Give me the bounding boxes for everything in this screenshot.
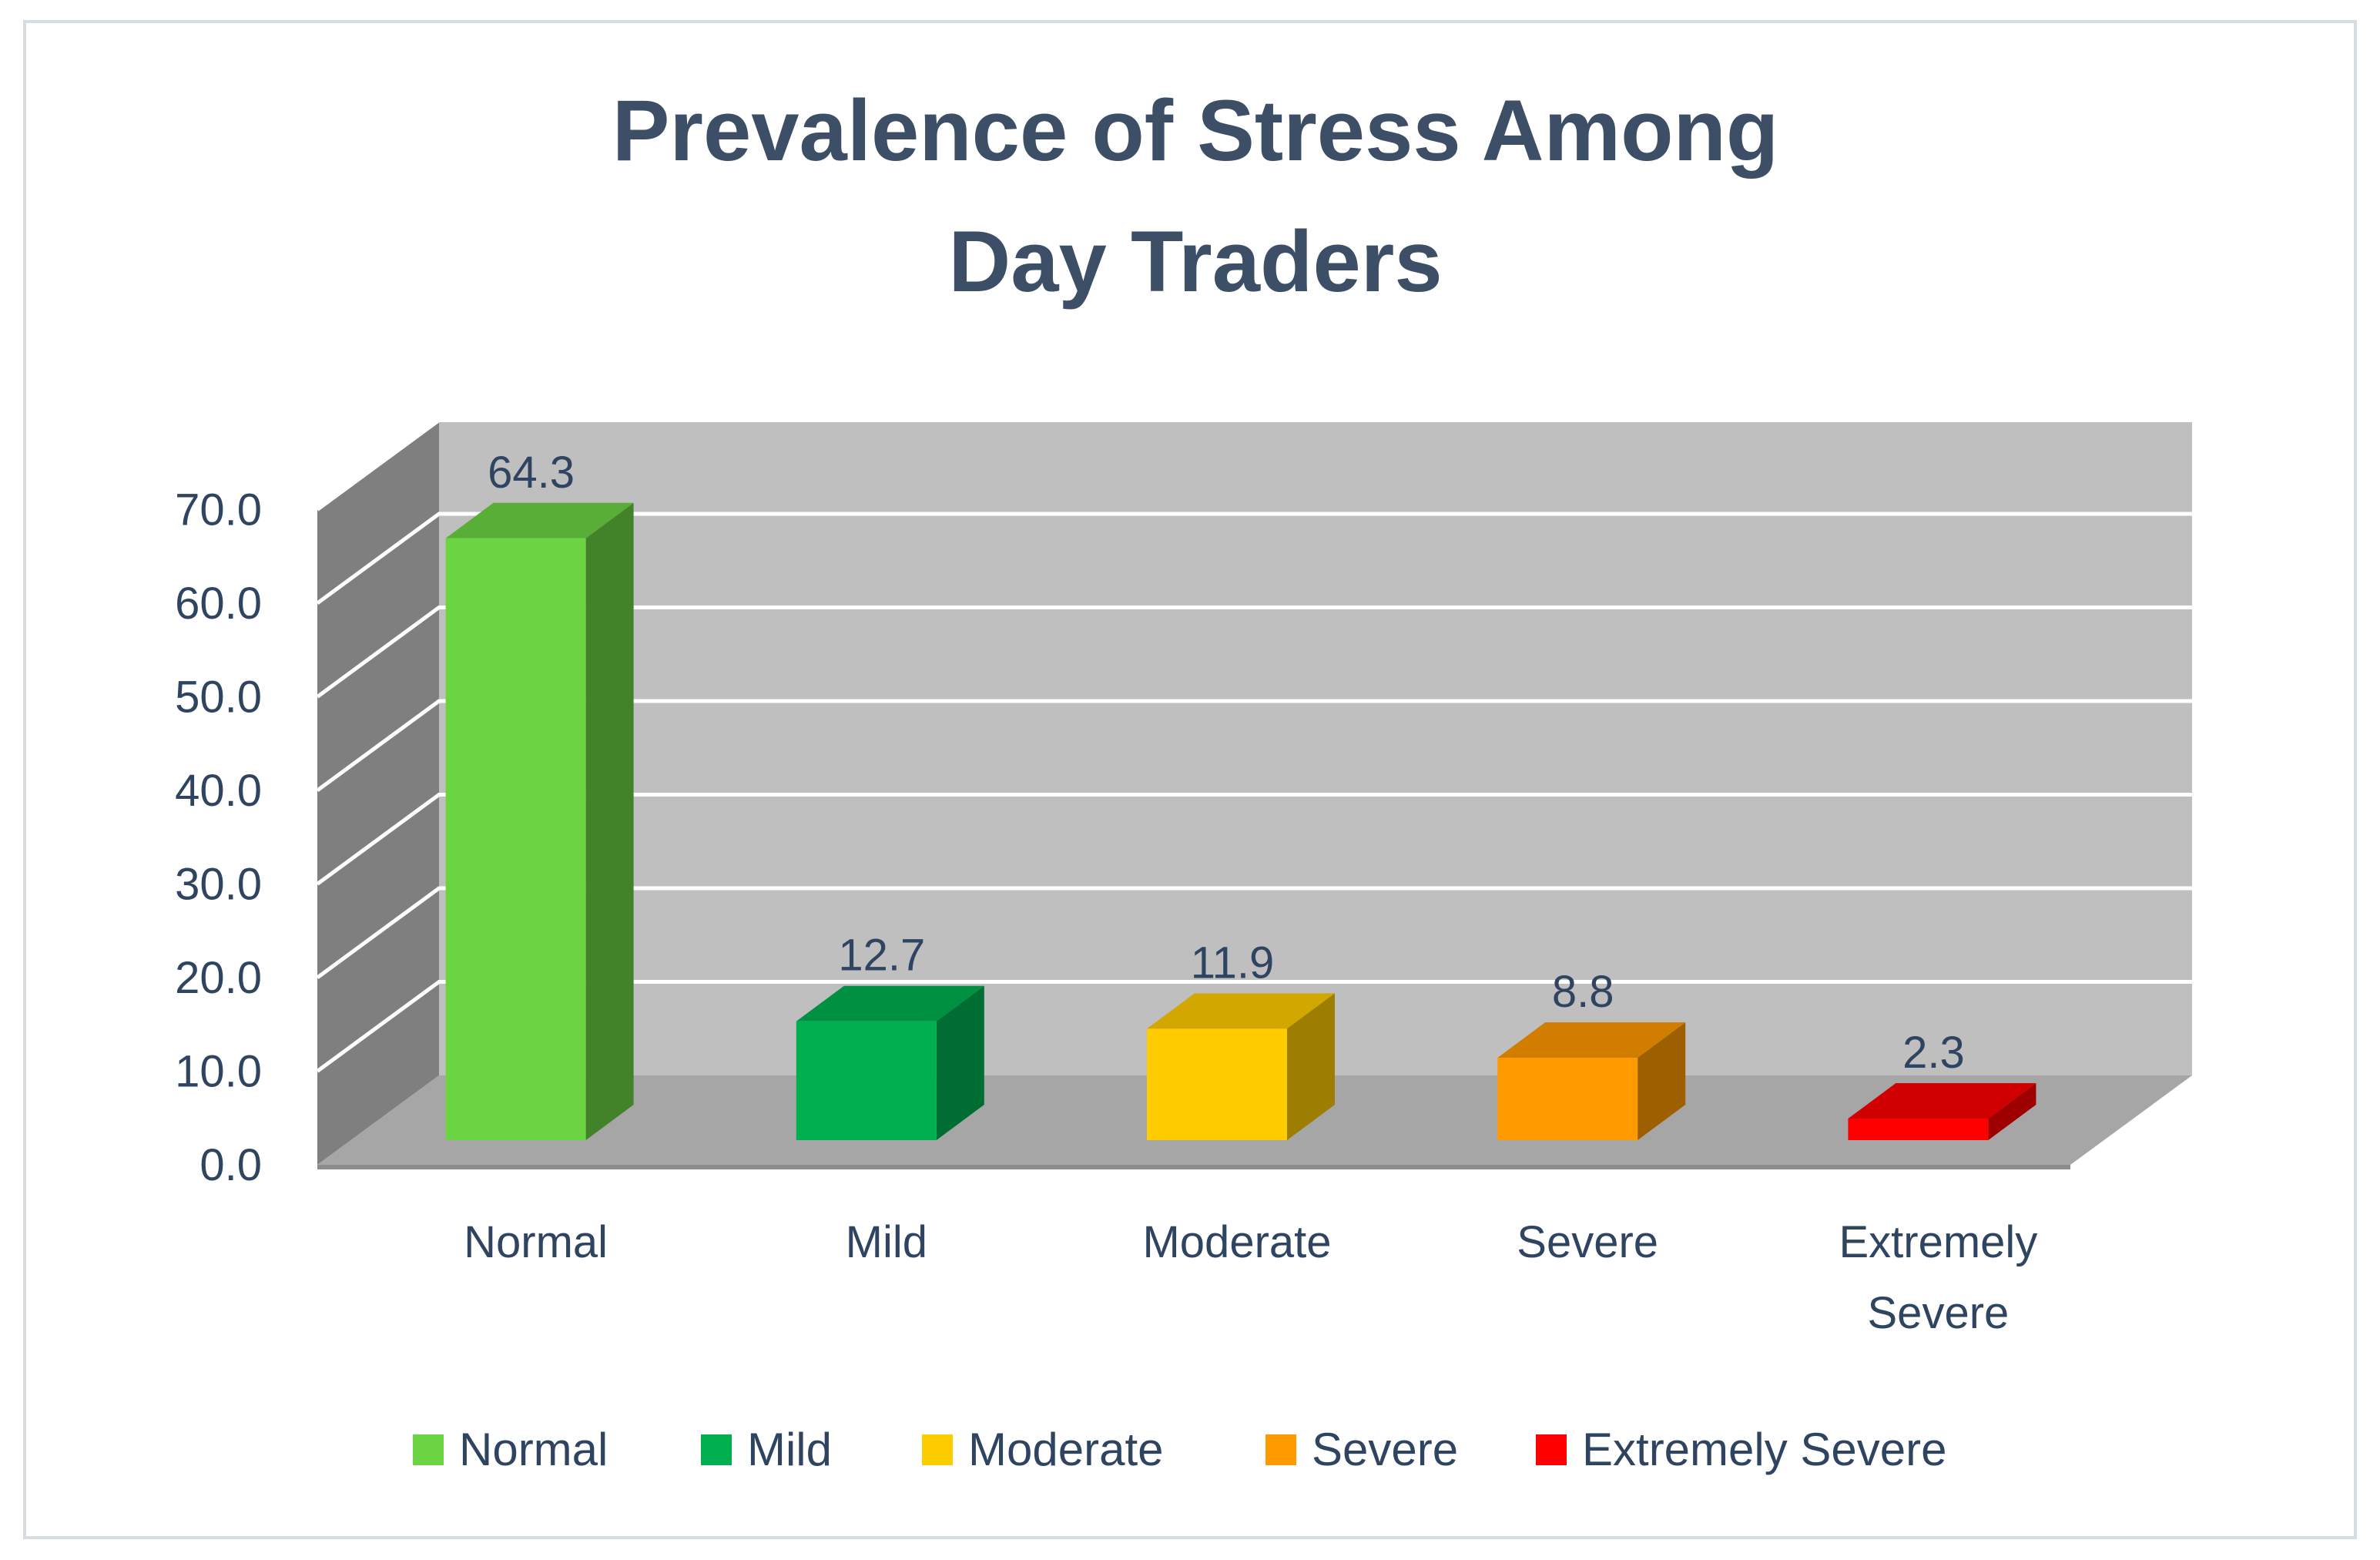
bar-normal bbox=[445, 502, 634, 1140]
y-tick-label: 0.0 bbox=[199, 1140, 262, 1190]
legend-swatch bbox=[413, 1434, 444, 1465]
legend-label: Moderate bbox=[968, 1424, 1163, 1475]
gridlines bbox=[316, 418, 2192, 1073]
bar-mild bbox=[796, 985, 984, 1140]
legend-label: Extremely Severe bbox=[1582, 1424, 1947, 1475]
gridline bbox=[316, 512, 2192, 606]
value-label: 8.8 bbox=[1552, 967, 1614, 1017]
legend-label: Severe bbox=[1312, 1424, 1458, 1475]
gridline bbox=[316, 699, 2192, 793]
bar-extremely-severe bbox=[1848, 1083, 2036, 1140]
y-tick-label: 70.0 bbox=[175, 485, 262, 535]
legend-label: Mild bbox=[747, 1424, 832, 1475]
x-tick-label: Extremely bbox=[1839, 1217, 2037, 1267]
y-tick-label: 60.0 bbox=[175, 579, 262, 629]
value-label: 64.3 bbox=[488, 448, 575, 498]
gridline bbox=[316, 793, 2192, 886]
x-tick-label: Normal bbox=[464, 1217, 608, 1267]
bar-severe bbox=[1497, 1022, 1686, 1140]
legend: Normal Mild Moderate Severe Extremely Severe bbox=[413, 1424, 1947, 1475]
chart-title-line-1: Prevalence of Stress Among bbox=[612, 82, 1779, 179]
value-label: 2.3 bbox=[1902, 1028, 1965, 1078]
x-tick-label: Moderate bbox=[1142, 1217, 1331, 1267]
legend-item: Normal bbox=[413, 1424, 608, 1475]
value-label: 12.7 bbox=[838, 931, 925, 981]
y-tick-label: 20.0 bbox=[175, 953, 262, 1003]
bar-moderate bbox=[1147, 993, 1335, 1140]
y-tick-label: 10.0 bbox=[175, 1047, 262, 1097]
x-tick-label: Severe bbox=[1868, 1288, 2010, 1338]
legend-label: Normal bbox=[459, 1424, 608, 1475]
y-axis-ticks: 0.0 10.0 20.0 30.0 40.0 50.0 60.0 70.0 bbox=[175, 485, 262, 1191]
y-tick-label: 50.0 bbox=[175, 673, 262, 723]
legend-item: Moderate bbox=[922, 1424, 1163, 1475]
gridline bbox=[316, 606, 2192, 699]
y-tick-label: 40.0 bbox=[175, 766, 262, 816]
legend-swatch bbox=[922, 1434, 953, 1465]
value-labels: 64.3 12.7 11.9 8.8 2.3 bbox=[488, 448, 1965, 1078]
gridline bbox=[316, 418, 2192, 512]
y-tick-label: 30.0 bbox=[175, 860, 262, 910]
legend-swatch bbox=[1265, 1434, 1296, 1465]
side-wall bbox=[317, 422, 439, 1165]
floor-edge bbox=[317, 1165, 2070, 1169]
gridline bbox=[316, 980, 2192, 1073]
legend-swatch bbox=[701, 1434, 732, 1465]
bars bbox=[445, 502, 2036, 1140]
legend-swatch bbox=[1536, 1434, 1567, 1465]
value-label: 11.9 bbox=[1191, 938, 1275, 988]
chart-title-line-2: Day Traders bbox=[948, 213, 1442, 310]
legend-item: Extremely Severe bbox=[1536, 1424, 1947, 1475]
back-wall bbox=[439, 422, 2192, 1075]
plot-walls bbox=[317, 422, 2192, 1169]
x-axis-labels: Normal Mild Moderate Severe Extremely Severe bbox=[464, 1217, 2037, 1338]
x-tick-label: Mild bbox=[846, 1217, 927, 1267]
gridline bbox=[316, 886, 2192, 980]
x-tick-label: Severe bbox=[1517, 1217, 1658, 1267]
legend-item: Severe bbox=[1265, 1424, 1458, 1475]
legend-item: Mild bbox=[701, 1424, 832, 1475]
